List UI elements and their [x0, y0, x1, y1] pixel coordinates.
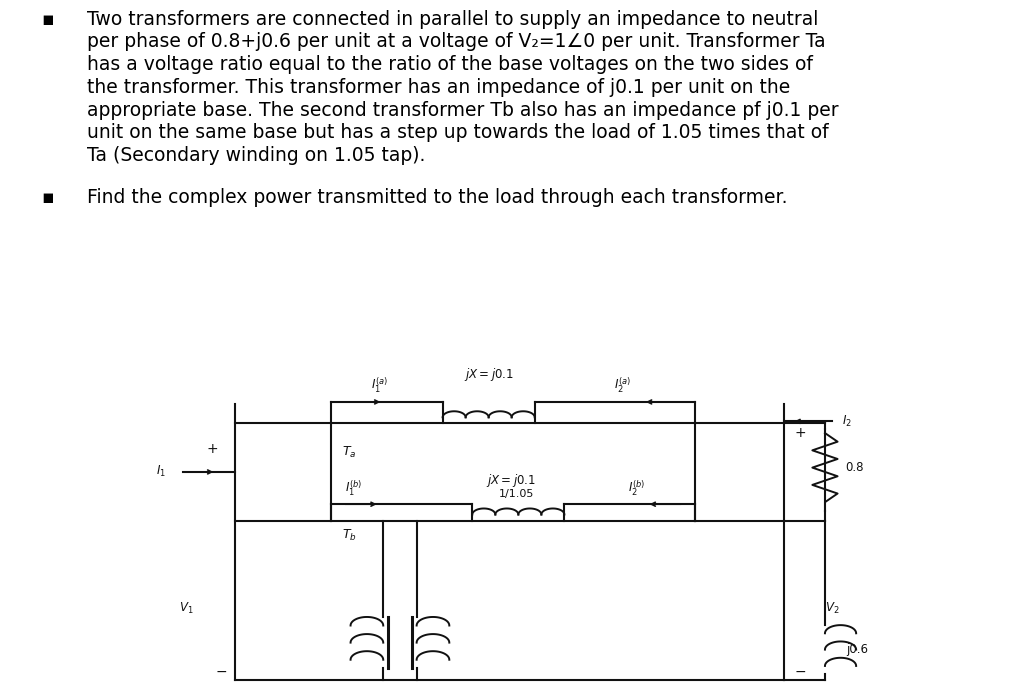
Text: −: − [216, 665, 227, 679]
Text: $I_2$: $I_2$ [843, 414, 852, 429]
Text: Two transformers are connected in parallel to supply an impedance to neutral: Two transformers are connected in parall… [87, 10, 818, 29]
Text: $I_2^{(a)}$: $I_2^{(a)}$ [613, 375, 631, 395]
Text: unit on the same base but has a step up towards the load of 1.05 times that of: unit on the same base but has a step up … [87, 123, 828, 143]
Text: has a voltage ratio equal to the ratio of the base voltages on the two sides of: has a voltage ratio equal to the ratio o… [87, 55, 813, 74]
Text: −: − [795, 665, 806, 679]
Text: 1/1.05: 1/1.05 [499, 489, 535, 499]
Text: per phase of 0.8+j0.6 per unit at a voltage of V₂=1∠0 per unit. Transformer Ta: per phase of 0.8+j0.6 per unit at a volt… [87, 32, 825, 52]
Text: the transformer. This transformer has an impedance of j0.1 per unit on the: the transformer. This transformer has an… [87, 78, 791, 97]
Text: +: + [207, 442, 218, 456]
Text: $jX = j0.1$: $jX = j0.1$ [464, 366, 514, 383]
Text: Find the complex power transmitted to the load through each transformer.: Find the complex power transmitted to th… [87, 188, 787, 208]
Text: $V_2$: $V_2$ [825, 600, 840, 616]
Text: $I_1^{(a)}$: $I_1^{(a)}$ [371, 375, 388, 395]
Text: ▪: ▪ [41, 10, 53, 29]
Text: Ta (Secondary winding on 1.05 tap).: Ta (Secondary winding on 1.05 tap). [87, 146, 425, 165]
Text: $T_b$: $T_b$ [342, 528, 357, 542]
Text: appropriate base. The second transformer Tb also has an impedance pf j0.1 per: appropriate base. The second transformer… [87, 101, 839, 120]
Text: $jX = j0.1$: $jX = j0.1$ [486, 473, 536, 489]
Text: $I_1$: $I_1$ [156, 464, 166, 480]
Text: $I_2^{(b)}$: $I_2^{(b)}$ [629, 478, 646, 498]
Text: +: + [795, 426, 806, 440]
Text: 0.8: 0.8 [846, 461, 864, 474]
Text: j0.6: j0.6 [846, 643, 867, 656]
Text: $V_1$: $V_1$ [179, 600, 194, 616]
Text: $I_1^{(b)}$: $I_1^{(b)}$ [345, 478, 362, 498]
Text: $T_a$: $T_a$ [342, 445, 356, 460]
Text: ▪: ▪ [41, 188, 53, 208]
